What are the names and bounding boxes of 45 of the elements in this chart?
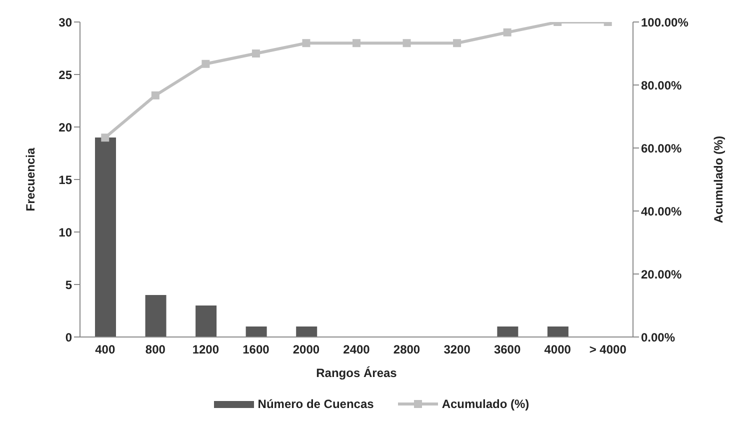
y-tick-label: 15	[58, 172, 72, 187]
point	[352, 39, 360, 48]
point	[302, 39, 310, 48]
y-axis-title: Frecuencia	[23, 148, 38, 212]
x-tick-label: 1600	[242, 342, 270, 357]
point	[151, 91, 160, 100]
point	[202, 60, 210, 68]
bar	[296, 326, 318, 337]
x-tick-label: 3600	[494, 342, 521, 357]
y-tick-label: 25	[58, 68, 72, 82]
bar	[145, 295, 166, 337]
y2-tick-label: 0.00%	[641, 330, 676, 344]
legend-label: Número de Cuencas	[258, 397, 374, 411]
y-tick-label: 30	[58, 15, 72, 30]
x-tick-label: 800	[145, 342, 166, 357]
y2-tick-label: 80.00%	[641, 78, 682, 92]
y2-tick-label: 20.00%	[641, 267, 682, 282]
y2-tick-label: 40.00%	[641, 204, 682, 218]
x-tick-label: > 4000	[589, 342, 627, 357]
point	[503, 28, 512, 36]
point	[402, 39, 411, 48]
x-tick-label: 3200	[444, 342, 471, 357]
x-tick-label: 2000	[292, 342, 320, 357]
x-tick-label: 2400	[343, 342, 370, 357]
legend-label: Acumulado (%)	[442, 397, 530, 411]
y-tick-label: 20	[58, 120, 72, 134]
bar	[95, 138, 116, 337]
x-tick-label: 2800	[393, 342, 420, 357]
point	[101, 134, 110, 142]
y2-tick-label: 100.00%	[641, 15, 689, 30]
y2-axis-title: Acumulado (%)	[711, 136, 726, 224]
bar	[497, 326, 518, 337]
y-tick-label: 10	[58, 225, 72, 240]
bar	[246, 326, 267, 337]
y2-tick-label: 60.00%	[641, 141, 682, 156]
point	[453, 39, 462, 48]
x-axis-title: Rangos Áreas	[316, 366, 398, 380]
x-tick-label: 4000	[544, 342, 572, 357]
bar	[196, 306, 217, 337]
bar	[547, 326, 568, 337]
x-tick-label: 1200	[192, 342, 220, 357]
y-tick-label: 0	[65, 330, 72, 344]
y-tick-label: 5	[65, 278, 72, 292]
point	[252, 50, 260, 58]
x-tick-label: 400	[95, 342, 116, 357]
